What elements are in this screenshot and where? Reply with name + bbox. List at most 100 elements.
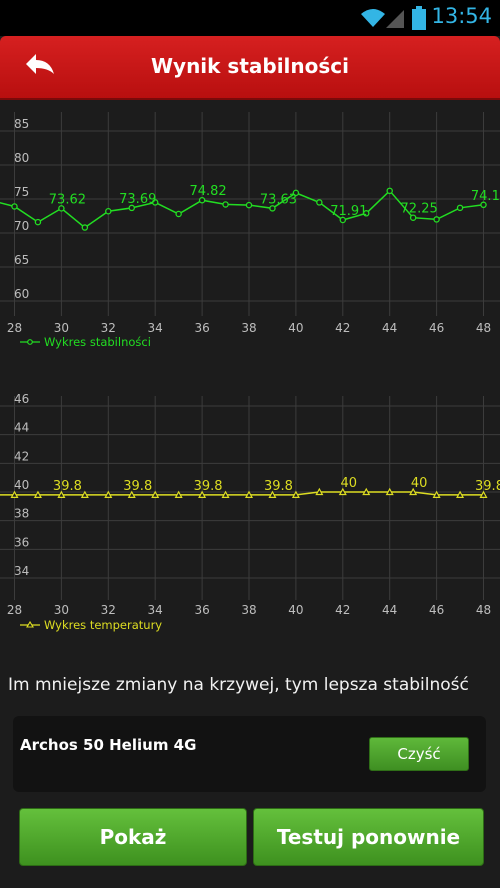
data-point bbox=[268, 490, 277, 498]
x-tick-label: 46 bbox=[429, 603, 444, 617]
data-point bbox=[151, 199, 159, 206]
data-label: 71.91 bbox=[330, 204, 367, 219]
data-point bbox=[456, 204, 464, 212]
y-tick-label: 80 bbox=[14, 151, 29, 165]
data-point bbox=[316, 199, 323, 206]
data-point bbox=[222, 201, 229, 208]
data-point bbox=[104, 490, 113, 498]
data-point bbox=[386, 187, 393, 195]
data-label: 39.8 bbox=[53, 479, 82, 494]
legend-marker bbox=[27, 339, 33, 345]
back-arrow-icon bbox=[26, 54, 54, 74]
x-tick-label: 48 bbox=[476, 321, 491, 335]
x-tick-label: 36 bbox=[194, 321, 209, 335]
wifi-icon bbox=[361, 9, 385, 27]
data-point bbox=[269, 205, 276, 212]
x-tick-label: 32 bbox=[101, 603, 116, 617]
data-point bbox=[291, 490, 300, 498]
status-bar: 13:54 bbox=[0, 0, 500, 36]
battery-icon bbox=[412, 6, 426, 30]
data-point bbox=[480, 201, 487, 209]
data-point bbox=[456, 490, 465, 498]
charts-area: 60 65 70 75 80 85 28 30 32 34 36 38 40 42 44 46 48 73.62 7… bbox=[0, 112, 500, 632]
series-line bbox=[0, 189, 484, 229]
x-tick-label: 42 bbox=[335, 321, 350, 335]
data-point bbox=[362, 487, 371, 496]
data-point bbox=[479, 490, 488, 498]
data-point bbox=[174, 490, 183, 498]
data-point bbox=[198, 490, 207, 498]
x-tick-label: 40 bbox=[288, 603, 303, 617]
data-point bbox=[198, 196, 206, 204]
data-label: 39.8 bbox=[123, 479, 152, 494]
y-tick-label: 42 bbox=[14, 449, 29, 463]
retest-button[interactable]: Testuj ponownie bbox=[253, 808, 484, 866]
y-tick-label: 46 bbox=[14, 392, 29, 406]
x-tick-label: 36 bbox=[194, 603, 209, 617]
data-point bbox=[57, 490, 66, 498]
device-panel: Archos 50 Helium 4G Czyść bbox=[13, 716, 486, 792]
y-tick-label: 40 bbox=[14, 478, 29, 492]
x-tick-label: 38 bbox=[241, 321, 256, 335]
data-point bbox=[339, 216, 347, 224]
data-label: 39.8 bbox=[264, 479, 293, 494]
signal-icon bbox=[386, 10, 404, 28]
data-label: 74.15 bbox=[471, 189, 500, 204]
x-tick-label: 30 bbox=[54, 321, 69, 335]
data-label: 40 bbox=[411, 476, 428, 491]
hint-text: Im mniejsze zmiany na krzywej, tym lepsz… bbox=[8, 675, 469, 695]
x-tick-label: 44 bbox=[382, 603, 397, 617]
data-point bbox=[81, 224, 89, 231]
data-point bbox=[128, 204, 135, 212]
x-tick-label: 34 bbox=[148, 321, 163, 335]
series-line bbox=[0, 491, 484, 496]
data-point bbox=[10, 490, 19, 498]
data-point bbox=[409, 214, 417, 221]
data-point bbox=[127, 490, 136, 498]
legend-label: Wykres temperatury bbox=[44, 618, 162, 632]
data-point bbox=[80, 490, 89, 498]
data-point bbox=[432, 490, 441, 498]
clear-button[interactable]: Czyść bbox=[369, 737, 469, 771]
x-tick-label: 30 bbox=[54, 603, 69, 617]
data-point bbox=[338, 487, 347, 496]
y-tick-label: 85 bbox=[14, 117, 29, 131]
data-label: 73.62 bbox=[49, 192, 86, 207]
x-tick-label: 48 bbox=[476, 603, 491, 617]
data-point bbox=[151, 490, 160, 498]
x-tick-label: 42 bbox=[335, 603, 350, 617]
y-tick-label: 34 bbox=[14, 564, 29, 578]
data-point bbox=[385, 487, 394, 496]
data-label: 73.63 bbox=[260, 192, 297, 207]
back-button[interactable] bbox=[20, 50, 60, 84]
data-label: 73.69 bbox=[119, 192, 156, 207]
x-tick-label: 44 bbox=[382, 321, 397, 335]
x-tick-label: 46 bbox=[429, 321, 444, 335]
data-point bbox=[34, 218, 42, 226]
y-tick-label: 36 bbox=[14, 535, 29, 549]
y-tick-label: 70 bbox=[14, 219, 29, 233]
x-tick-label: 28 bbox=[7, 321, 22, 335]
legend-marker bbox=[26, 620, 34, 628]
x-tick-label: 28 bbox=[7, 603, 22, 617]
data-point bbox=[105, 207, 112, 215]
data-point bbox=[409, 487, 418, 496]
x-tick-label: 38 bbox=[241, 603, 256, 617]
y-tick-label: 65 bbox=[14, 253, 29, 267]
data-point bbox=[315, 487, 324, 496]
data-point bbox=[33, 490, 42, 498]
data-point bbox=[175, 210, 182, 218]
data-label: 40 bbox=[341, 476, 358, 491]
data-point bbox=[433, 216, 440, 223]
data-point bbox=[11, 203, 18, 210]
status-time: 13:54 bbox=[431, 4, 492, 28]
device-name: Archos 50 Helium 4G bbox=[20, 736, 197, 754]
y-tick-label: 44 bbox=[14, 421, 29, 435]
x-tick-label: 32 bbox=[101, 321, 116, 335]
data-point bbox=[221, 490, 230, 498]
data-label: 39.8 bbox=[475, 479, 500, 494]
y-tick-label: 60 bbox=[14, 287, 29, 301]
show-button[interactable]: Pokaż bbox=[19, 808, 247, 866]
data-label: 74.82 bbox=[189, 184, 226, 199]
y-tick-label: 38 bbox=[14, 507, 29, 521]
